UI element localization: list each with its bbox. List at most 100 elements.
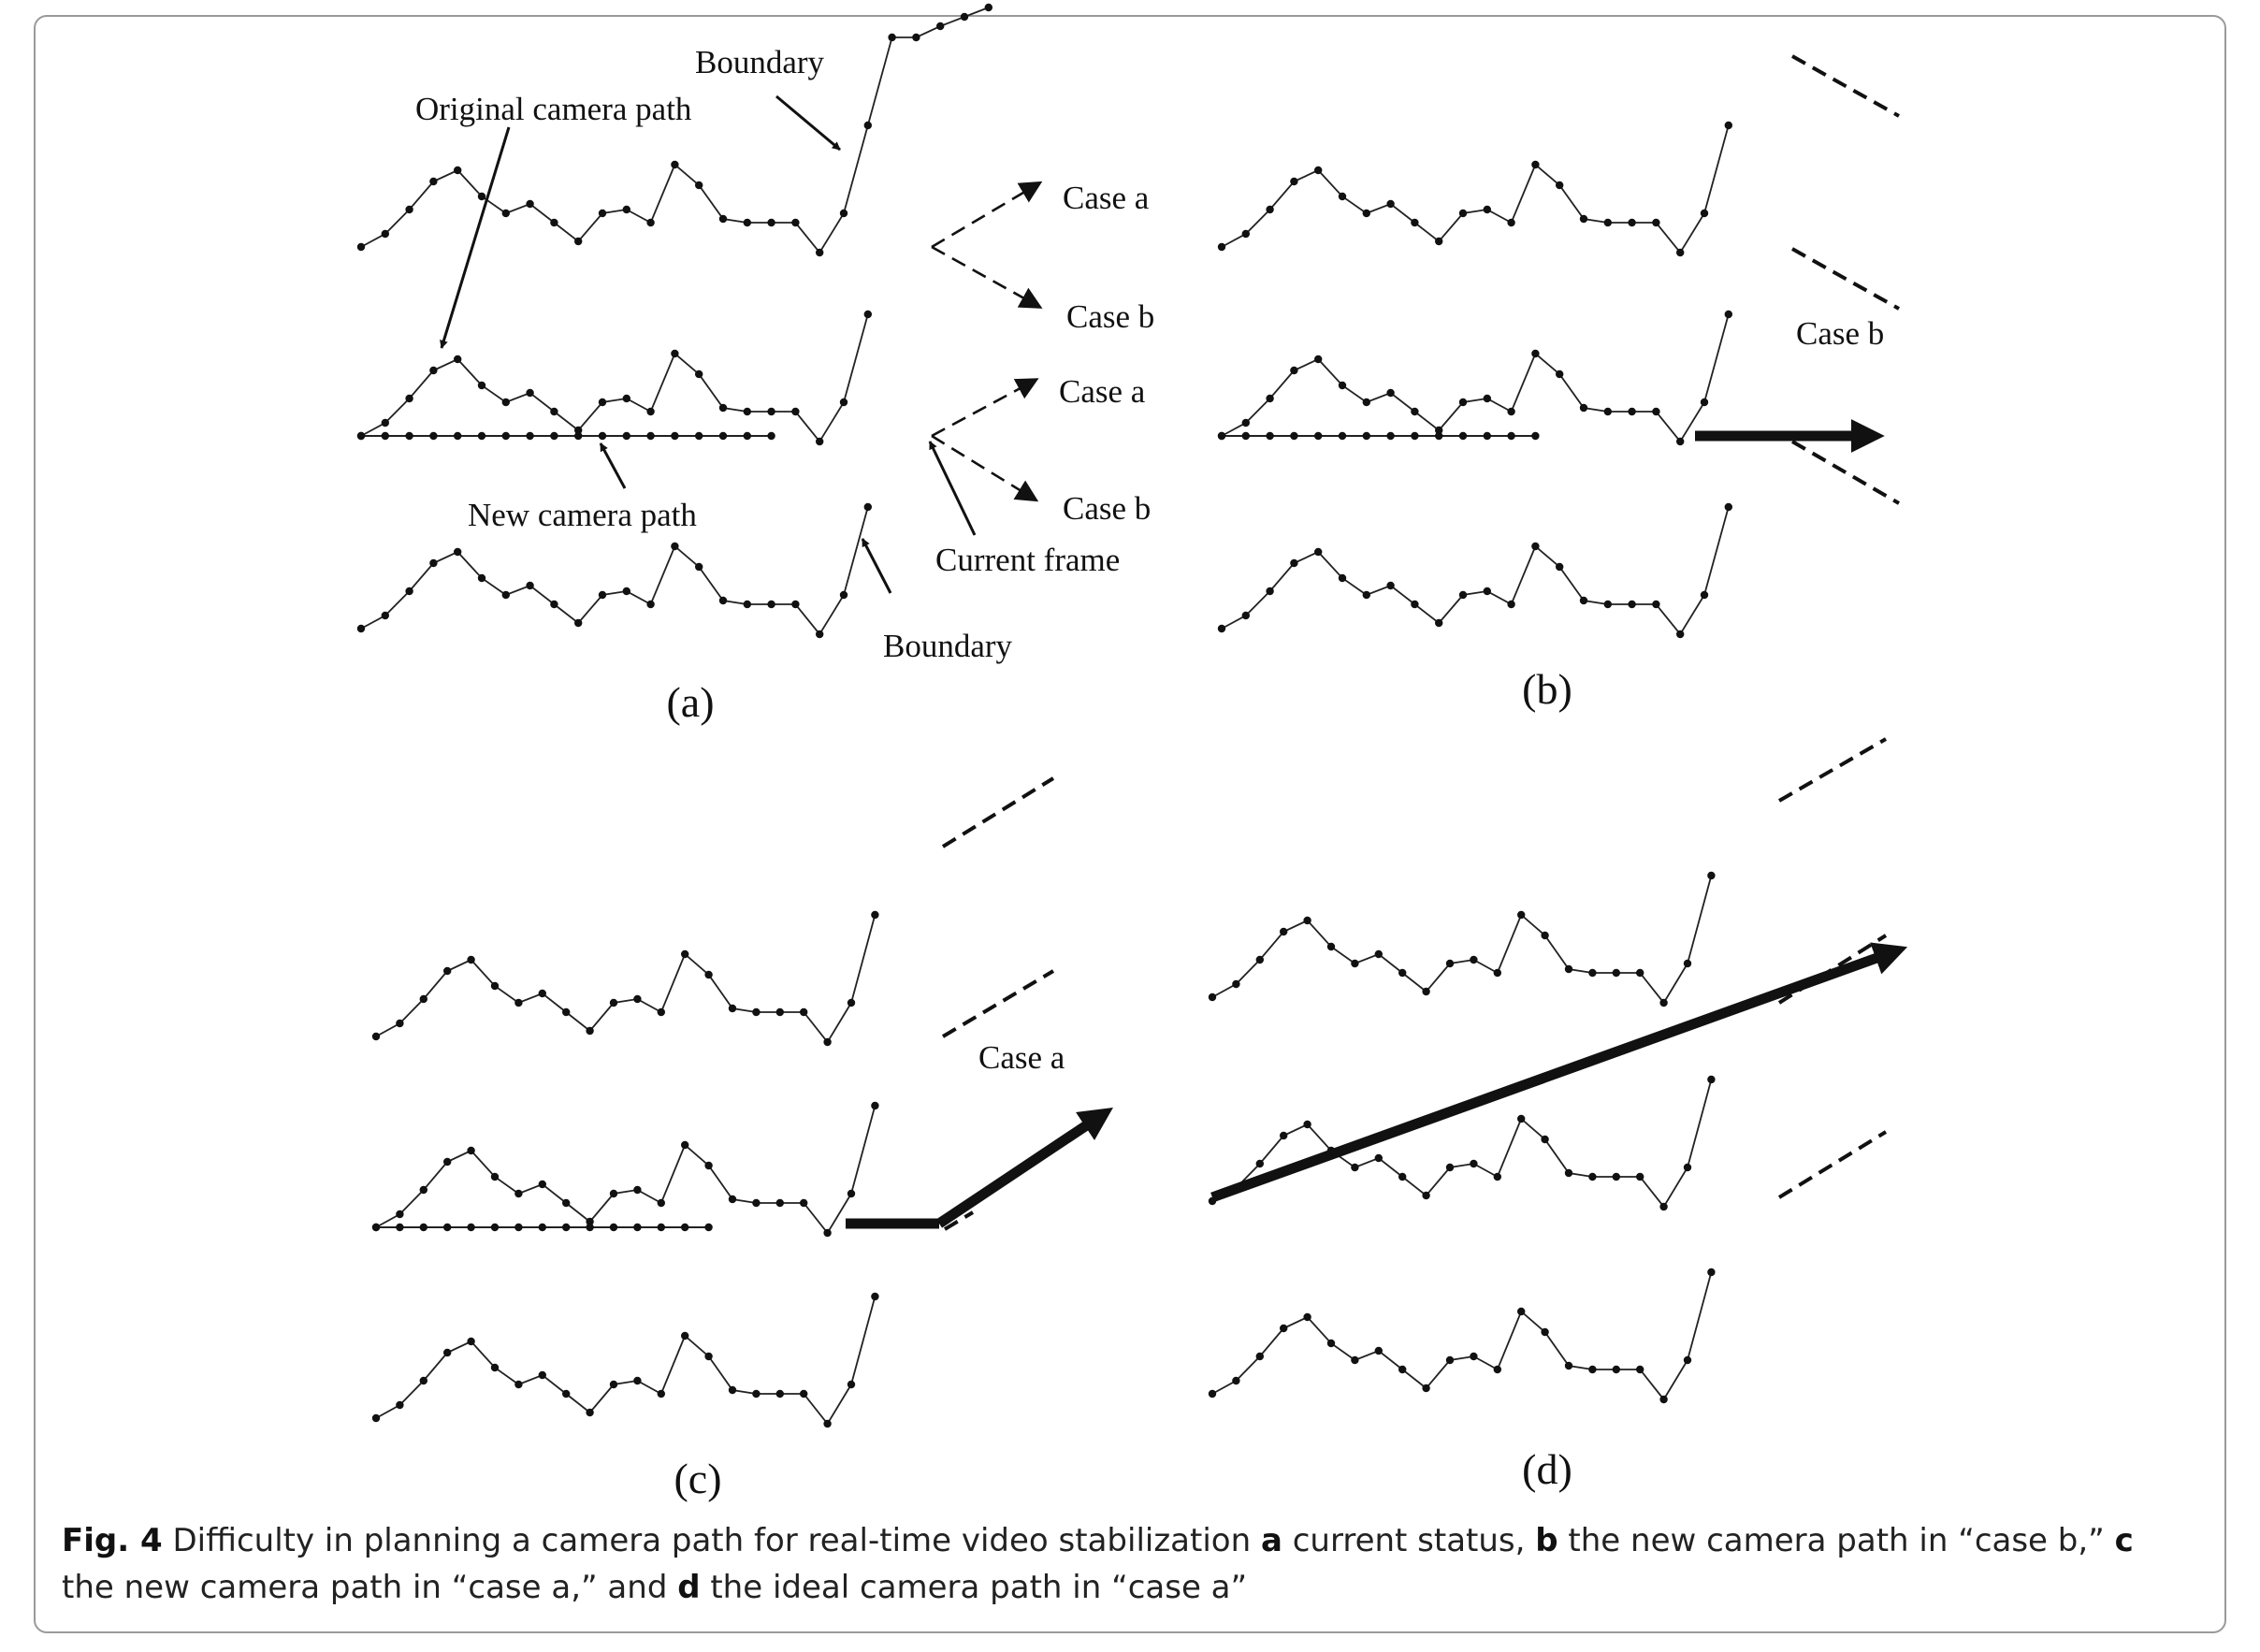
original-path-bottom-c-point [467,1337,475,1346]
original-path-bottom-c-point [514,1380,523,1389]
figure-caption: Fig. 4 Difficulty in planning a camera p… [62,1517,2195,1611]
original-path-bottom-a-point [695,562,703,572]
original-path-middle-c-point [490,1172,500,1181]
original-path-top-a-point [671,160,679,169]
original-path-bottom-d-point [1588,1365,1597,1374]
original-path-top-d-point [1612,968,1621,978]
original-path-bottom-b-point [1483,587,1492,596]
original-path-bottom-d-point [1303,1312,1311,1322]
original-path-middle-c-point [419,1185,427,1195]
original-path-bottom-c-point [657,1389,665,1398]
original-path-top-a-point [816,248,824,257]
original-path-bottom-a-point [405,587,413,596]
panel-label-d: (d) [1522,1445,1572,1493]
original-path-bottom-c-point [728,1385,737,1395]
original-path-middle-c-point [538,1180,546,1189]
original-path-top-c-point [823,1037,832,1047]
original-path-top-a-point [839,209,848,218]
original-path-top-b-point [1507,218,1515,227]
new-camera-path-c-point [419,1223,427,1232]
original-path-middle-d-point [1588,1172,1597,1181]
original-path-top-b-point [1266,205,1274,214]
original-path-top-a-point [936,22,945,31]
original-path-top-d-point [1303,916,1311,925]
new-camera-path-a-point [767,431,775,441]
new-camera-path-c-point [657,1223,665,1232]
new-camera-path-c-point [538,1223,546,1232]
original-path-bottom-d-point [1493,1365,1502,1374]
original-path-bottom-a-point [526,581,534,590]
original-path-top-d-point [1636,968,1644,978]
original-path-middle-a-point [550,407,558,416]
original-path-middle-c [375,1105,876,1235]
original-path-bottom-a-point [622,587,630,596]
caption-text-3: the new camera path in “case b,” [1557,1522,2115,1559]
original-path-middle-c-point [847,1189,856,1198]
original-path-top-d-point [1280,927,1288,936]
original-path-middle-b-point [1338,381,1347,390]
original-path-bottom-d-point [1422,1384,1430,1393]
caption-bold-b: b [1535,1522,1558,1559]
boundary-arrow-top [775,94,841,152]
original-path-top-a-point [718,214,728,224]
original-path-bottom-b-point [1531,542,1540,551]
original-path-middle-d-point [1612,1172,1621,1181]
original-path-middle-a-point [671,349,679,358]
original-camera-path-label: Original camera path [415,91,692,127]
original-path-bottom-c-point [681,1331,689,1340]
original-path-middle-d-point [1422,1191,1430,1200]
original-path-middle-c-point [775,1198,784,1208]
original-path-top-d-point [1588,968,1597,978]
original-path-middle-b-point [1386,388,1395,398]
case-b-label-1: Case b [1066,298,1154,335]
original-path-top-b-point [1579,214,1588,224]
original-path-bottom-c-point [704,1352,713,1361]
original-path-middle-d-point [1351,1163,1359,1172]
new-camera-path-b-point [1386,431,1395,441]
original-path-top-c-point [443,966,452,976]
new-camera-path-a-point [405,431,413,441]
new-camera-path-c-point [562,1223,571,1232]
original-path-top-a-point [477,192,486,201]
original-path-top-c-point [419,994,427,1004]
new-camera-path-b-point [1458,431,1468,441]
new-camera-path-arrow [599,442,627,489]
original-path-top-b-point [1217,242,1226,252]
original-path-top-b-point [1435,237,1443,246]
original-path-top-d-point [1208,993,1217,1002]
new-camera-path-b-point [1411,431,1419,441]
new-camera-path-b-point [1290,431,1298,441]
original-path-bottom-c-point [371,1413,381,1423]
original-path-top-c-point [467,955,475,964]
original-path-middle-a-point [816,437,824,446]
new-camera-path-c-point [681,1223,689,1232]
original-path-middle-c-point [467,1146,475,1155]
original-path-top-c-point [657,1007,665,1017]
original-path-top-a-point [743,218,751,227]
caption-fig-label: Fig. 4 [62,1522,163,1559]
new-camera-path-b-point [1314,431,1323,441]
original-path-bottom-b-point [1556,562,1564,572]
original-path-top-a-point [960,12,969,22]
original-path-top-d-point [1232,979,1240,989]
original-path-top-d-point [1422,987,1430,996]
case-b-label-2: Case b [1063,490,1151,527]
original-path-top-b-point [1411,218,1419,227]
original-path-middle-c-point [443,1157,452,1167]
original-path-middle-d-point [1707,1075,1716,1084]
original-path-top-c-point [609,998,618,1007]
original-path-middle-c-point [704,1161,713,1170]
original-path-bottom-b-point [1603,600,1613,609]
original-path-top-a-point [550,218,558,227]
original-path-top-a-point [454,166,462,175]
original-path-bottom-d [1211,1271,1713,1401]
original-path-middle-c-point [871,1101,879,1110]
original-path-top-a-point [767,218,775,227]
original-path-middle-c-point [633,1185,642,1195]
boundary-label-top: Boundary [695,44,825,80]
original-path-top-b-point [1386,199,1395,209]
original-path-middle-d-point [1398,1172,1407,1181]
original-path-middle-a-point [526,388,534,398]
original-path-top-a-point [574,237,583,246]
original-path-bottom-d-point [1470,1352,1478,1361]
